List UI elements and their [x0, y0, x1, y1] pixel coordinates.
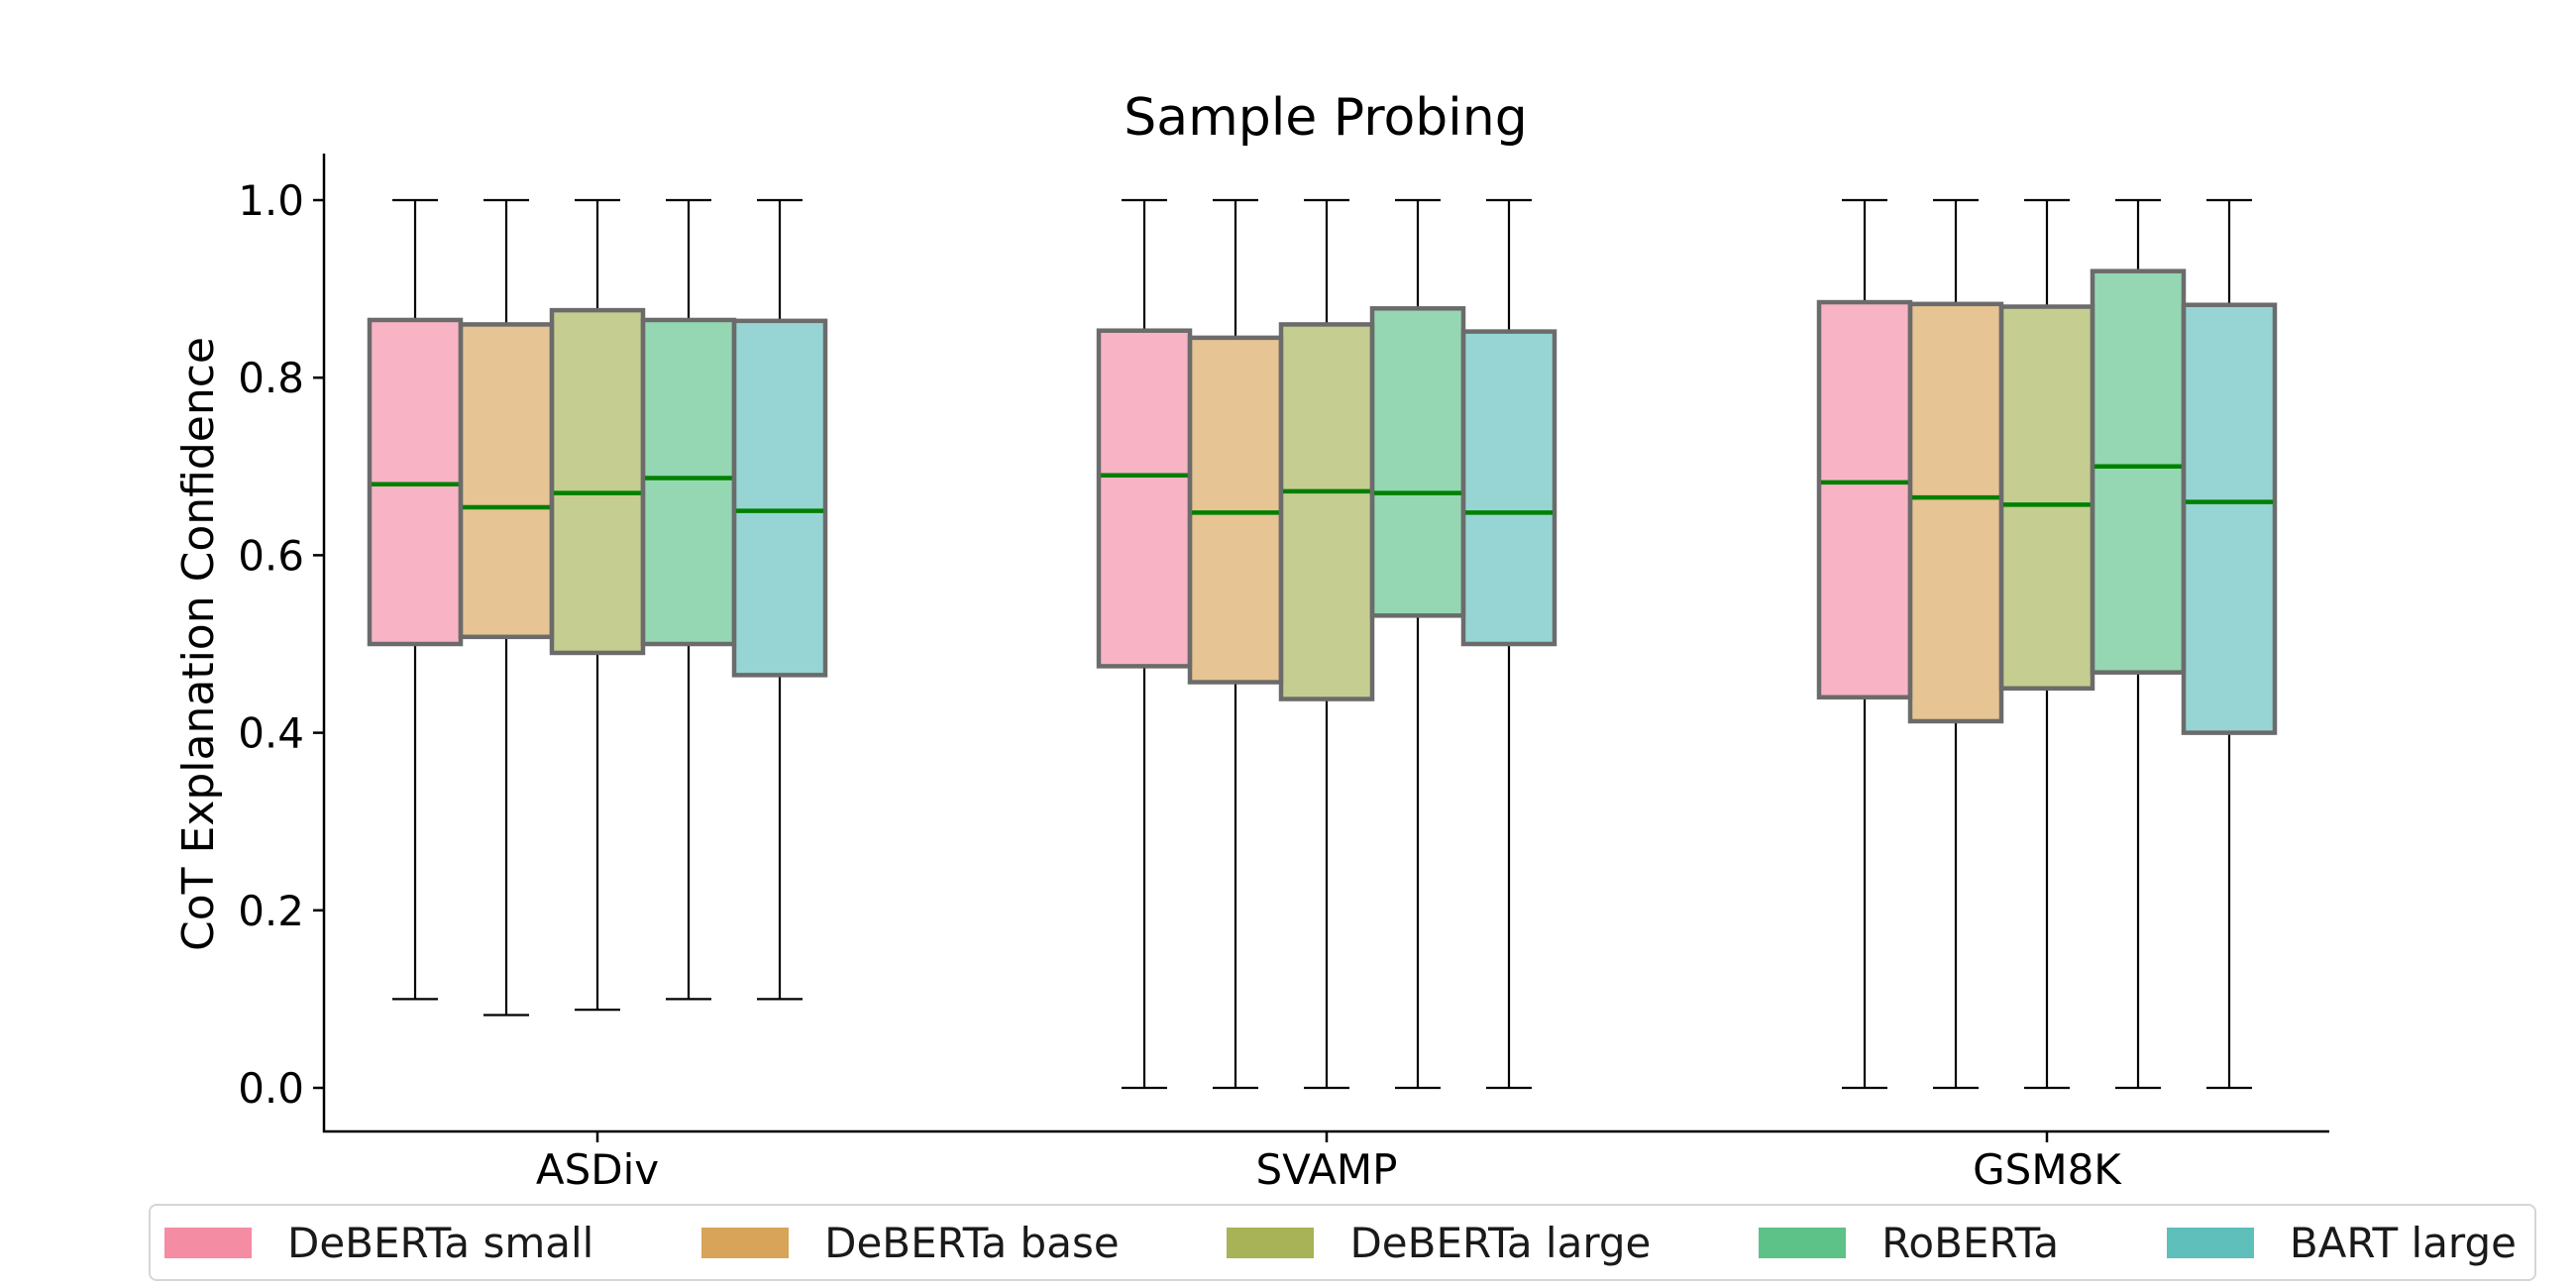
y-axis-ticks: 0.0 0.2 0.4 0.6 0.8 1.0	[238, 176, 324, 1113]
box	[1998, 304, 2095, 692]
y-tick-label: 0.6	[238, 531, 304, 580]
y-tick-label: 0.2	[238, 887, 304, 935]
box	[1907, 301, 2004, 724]
legend-label: DeBERTa small	[287, 1218, 594, 1267]
box	[1816, 299, 1913, 700]
box	[640, 317, 737, 647]
y-tick-label: 0.4	[238, 709, 304, 758]
y-tick-label: 1.0	[238, 176, 304, 225]
y-axis-label: CoT Explanation Confidence	[173, 337, 224, 951]
box	[1278, 322, 1375, 701]
legend-label: DeBERTa large	[1349, 1218, 1652, 1267]
legend-swatch	[164, 1227, 252, 1258]
legend-swatch	[701, 1227, 790, 1258]
legend-item: DeBERTa large	[1227, 1219, 1651, 1267]
y-tick-label: 0.8	[238, 354, 304, 402]
box	[1187, 335, 1284, 685]
x-axis-ticks: ASDiv SVAMP GSM8K	[536, 1131, 2122, 1194]
box	[1460, 329, 1557, 647]
legend-item: DeBERTa small	[164, 1219, 593, 1267]
box	[2181, 302, 2278, 735]
box	[1369, 306, 1466, 618]
legend-item: DeBERTa base	[701, 1219, 1120, 1267]
legend-label: DeBERTa base	[824, 1218, 1120, 1267]
legend-swatch	[1759, 1227, 1847, 1258]
box	[2090, 268, 2187, 675]
category-group-gsm8k	[1816, 198, 2278, 1090]
legend-label: BART large	[2289, 1218, 2517, 1267]
x-tick-label: ASDiv	[536, 1145, 659, 1194]
x-tick-label: SVAMP	[1255, 1145, 1397, 1194]
box	[731, 318, 828, 678]
legend: DeBERTa small DeBERTa base DeBERTa large Ro…	[149, 1204, 2536, 1281]
legend-swatch	[1227, 1227, 1315, 1258]
y-tick-label: 0.0	[238, 1064, 304, 1113]
legend-label: RoBERTa	[1881, 1218, 2060, 1267]
legend-item: RoBERTa	[1759, 1219, 2059, 1267]
category-group-asdiv	[367, 198, 828, 1017]
x-tick-label: GSM8K	[1973, 1145, 2122, 1194]
legend-swatch	[2166, 1227, 2254, 1258]
legend-item: BART large	[2166, 1218, 2517, 1267]
category-group-svamp	[1096, 198, 1557, 1090]
box	[458, 322, 555, 640]
chart-title: Sample Probing	[1124, 88, 1527, 148]
box	[1096, 328, 1193, 669]
box-groups	[367, 198, 2278, 1090]
box	[549, 307, 646, 656]
